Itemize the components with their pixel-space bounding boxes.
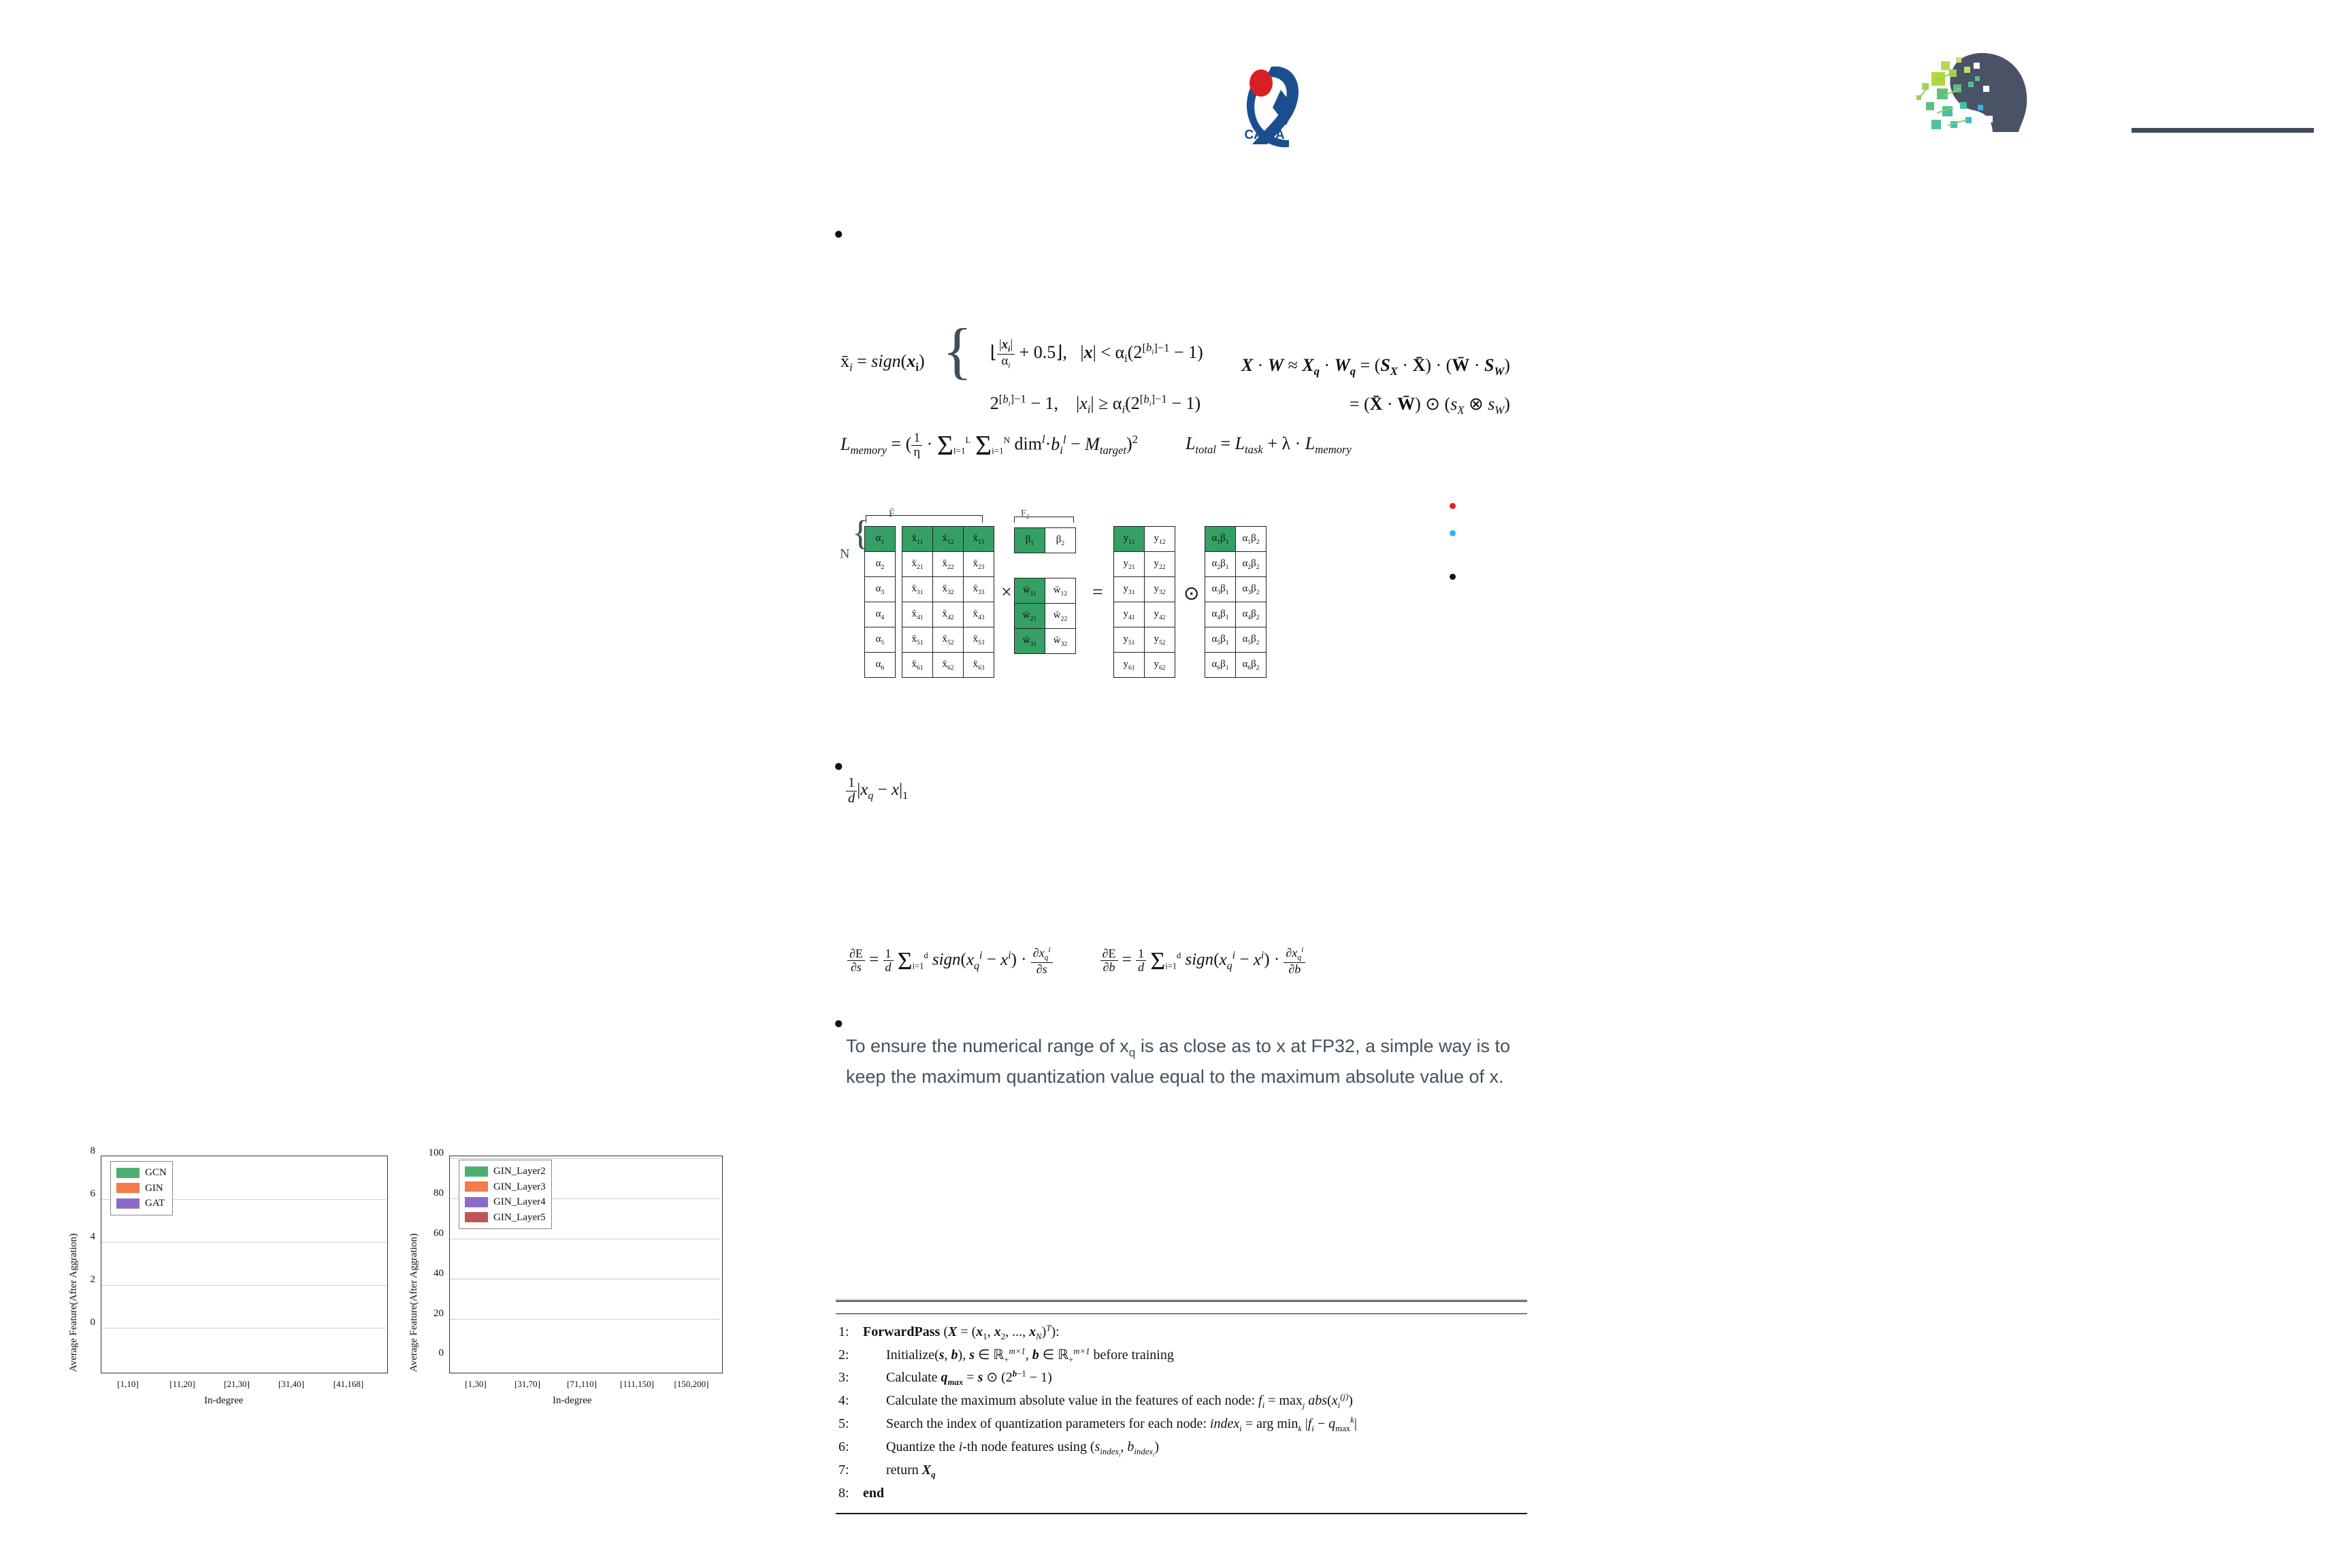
iclr-underline xyxy=(2132,128,2314,133)
figure-1: 0 2 4 6 8 Average Feature(After Aggratio… xyxy=(41,1145,728,1450)
fig2-weights-matrix: w̄11 w̄12 w̄21 w̄22 w̄31 w̄32 xyxy=(1014,578,1076,654)
page-title xyxy=(74,53,1190,107)
algorithm-title xyxy=(836,1302,1527,1314)
figure-4 xyxy=(1620,1293,2341,1422)
column-abstract xyxy=(74,204,727,234)
fig1a-y-label: Average Feature(After Aggration) xyxy=(68,1233,79,1372)
algorithm-box: 1: ForwardPass (X = (x1, x2, ..., xN)T): … xyxy=(836,1300,1527,1514)
algorithm-line: 3: Calculate qmax = s ⊙ (2b−1 − 1) xyxy=(838,1369,1052,1388)
figure-2: N { F̄ α1 α2 α3 α4 α5 α6 x̄11 x̄12 x̄13 x̄21 x̄… xyxy=(838,507,1308,711)
algorithm-line: 7: return Xq xyxy=(838,1463,936,1480)
equation-quantizer: x̄i = sign(xi) { ⌊ |xi| αi + 0.5⌋, |x| < α… xyxy=(840,316,1510,417)
nns-paragraph-2: To ensure the numerical range of xq is a… xyxy=(846,1036,1511,1088)
svg-text:CASIA: CASIA xyxy=(1244,128,1284,142)
algorithm-line: 1: ForwardPass (X = (x1, x2, ..., xN)T): xyxy=(838,1323,1060,1341)
algorithm-line: 5: Search the index of quantization param… xyxy=(838,1415,1357,1433)
algorithm-line: 8: end xyxy=(838,1486,885,1501)
fig2-y-matrix: y11 y12 y21 y22 y31 y32 y41 y42 y51 y52 y61 y6… xyxy=(1113,526,1175,678)
fig1a-legend: GCN GIN GAT xyxy=(110,1161,173,1215)
fig1b-legend: GIN_Layer2 GIN_Layer3 GIN_Layer4 GIN_Lay… xyxy=(459,1160,552,1229)
column-experiments xyxy=(1627,204,2314,240)
column-method: ● xyxy=(834,225,845,243)
equation-loss: Lmemory = (1 η · Σl=1L Σi=1N diml·bil − M… xyxy=(840,429,1352,461)
fig2-node-features-matrix: x̄11 x̄12 x̄13 x̄21 x̄22 x̄23 x̄31 x̄32 x̄33 x… xyxy=(902,526,994,678)
algorithm-line: 6: Quantize the i-th node features using … xyxy=(838,1439,1160,1458)
algorithm-line: 4: Calculate the maximum absolute value i… xyxy=(838,1392,1353,1411)
fig1b-y-label: Average Feature(After Aggration) xyxy=(408,1233,419,1372)
local-gradient-paragraph: 1 d |xq − x|1 xyxy=(846,774,1528,806)
algorithm-line: 2: Initialize(s, b), s ∈ ℝ+m×1, b ∈ ℝ+m×1… xyxy=(838,1346,1174,1365)
iclr-logo xyxy=(1906,42,2314,144)
fig2-scale-matrix: α1β1 α1β2 α2β1 α2β2 α3β1 α3β2 α4β1 α4β2 α5β1… xyxy=(1205,526,1267,678)
section-local-gradient: ● 1 d |xq − x|1 xyxy=(834,757,1528,818)
fig2-alpha-matrix: α1 α2 α3 α4 α5 α6 xyxy=(864,526,896,678)
figure-3 xyxy=(1245,495,1531,700)
section-nearest-neighbor: ● To ensure the numerical range of xq is… xyxy=(834,1014,1528,1105)
fig2-beta-matrix: β1 β2 xyxy=(1014,527,1076,553)
algorithm-steps: 1: ForwardPass (X = (x1, x2, ..., xN)T): … xyxy=(836,1314,1527,1513)
casia-logo-icon: CASIA xyxy=(1244,66,1299,148)
poster-header: CASIA xyxy=(0,0,2352,182)
iclr-head-icon xyxy=(1916,52,2027,132)
